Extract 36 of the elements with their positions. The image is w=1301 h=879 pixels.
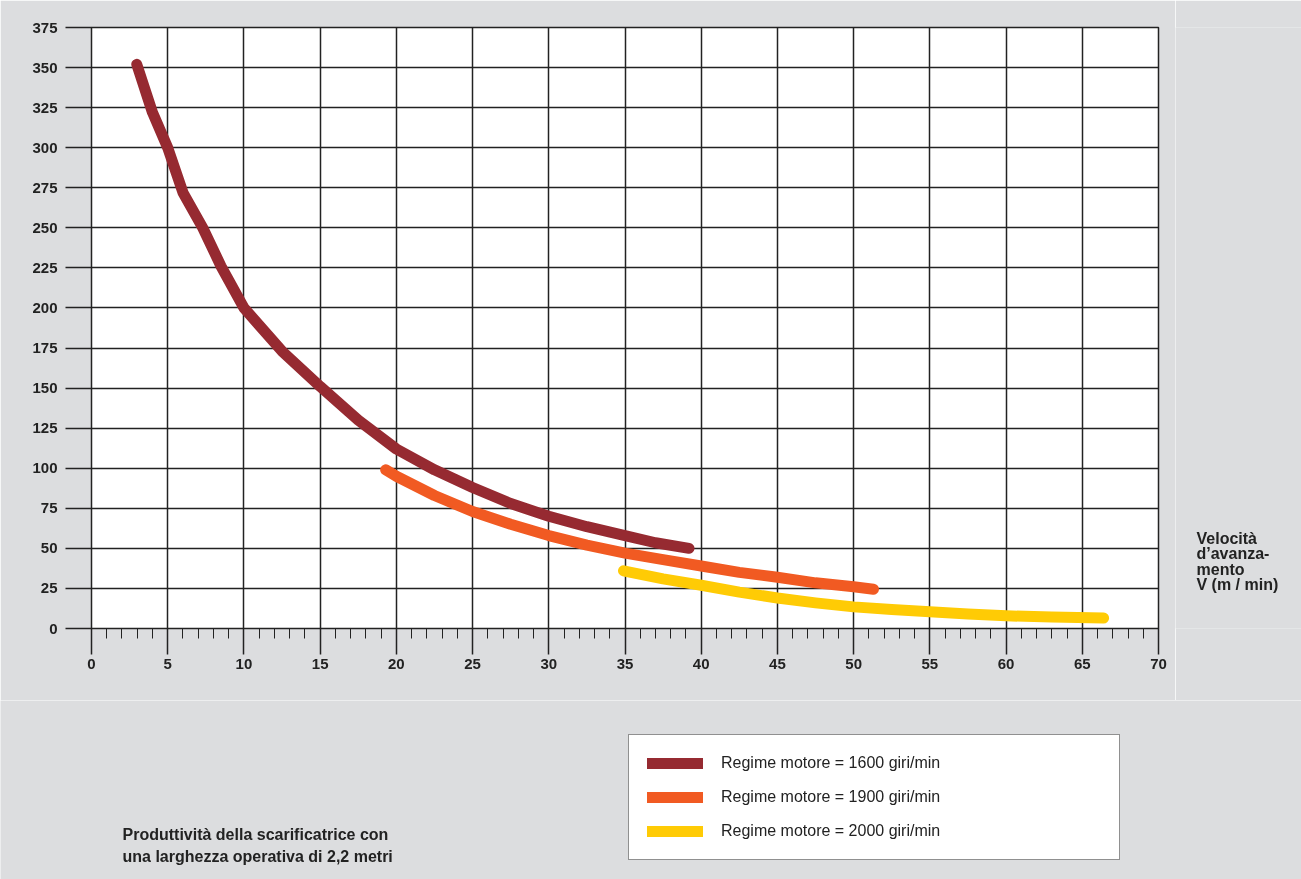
x-tick-label: 50: [845, 654, 862, 672]
x-tick-label: 40: [692, 654, 710, 672]
y-tick-label: 50: [40, 539, 58, 557]
y-tick-label: 325: [32, 98, 58, 116]
y-tick-label: 150: [32, 379, 58, 397]
y-tick-label: 100: [32, 459, 58, 477]
x-axis-title: Velocità d’avanza- mento V (m / min): [1196, 529, 1279, 594]
x-tick-label: 10: [235, 654, 253, 672]
y-tick-label: 75: [40, 499, 58, 517]
x-tick-label: 45: [769, 654, 786, 672]
y-tick-label: 175: [32, 339, 58, 357]
y-tick-label: 275: [32, 178, 58, 196]
legend-label: Regime motore = 1900 giri/min: [721, 788, 942, 806]
legend-label: Regime motore = 2000 giri/min: [721, 822, 942, 840]
y-tick-label: 225: [32, 258, 58, 276]
y-tick-label: 375: [32, 18, 58, 36]
x-tick-label: 55: [921, 654, 939, 672]
x-tick-label: 5: [163, 654, 172, 672]
y-tick-label: 350: [32, 58, 58, 76]
y-tick-label: 250: [32, 218, 58, 236]
x-tick-label: 70: [1150, 654, 1167, 672]
x-tick-label: 15: [311, 654, 329, 672]
y-tick-label: 25: [40, 579, 58, 597]
y-tick-label: 200: [32, 298, 58, 316]
x-tick-label: 60: [997, 654, 1015, 672]
x-tick-label: 35: [616, 654, 634, 672]
y-tick-label: 125: [32, 419, 58, 437]
x-tick-label: 0: [87, 654, 96, 672]
x-tick-label: 30: [540, 654, 558, 672]
y-tick-label: 300: [32, 138, 58, 156]
x-tick-label: 25: [464, 654, 481, 672]
x-tick-label: 65: [1073, 654, 1091, 672]
x-tick-label: 20: [388, 654, 405, 672]
y-tick-label: 0: [49, 619, 58, 637]
legend-label: Regime motore = 1600 giri/min: [721, 754, 942, 772]
text: Produttività della scarificatrice con una larghezza operativa di 2,2 metri: [122, 825, 393, 865]
